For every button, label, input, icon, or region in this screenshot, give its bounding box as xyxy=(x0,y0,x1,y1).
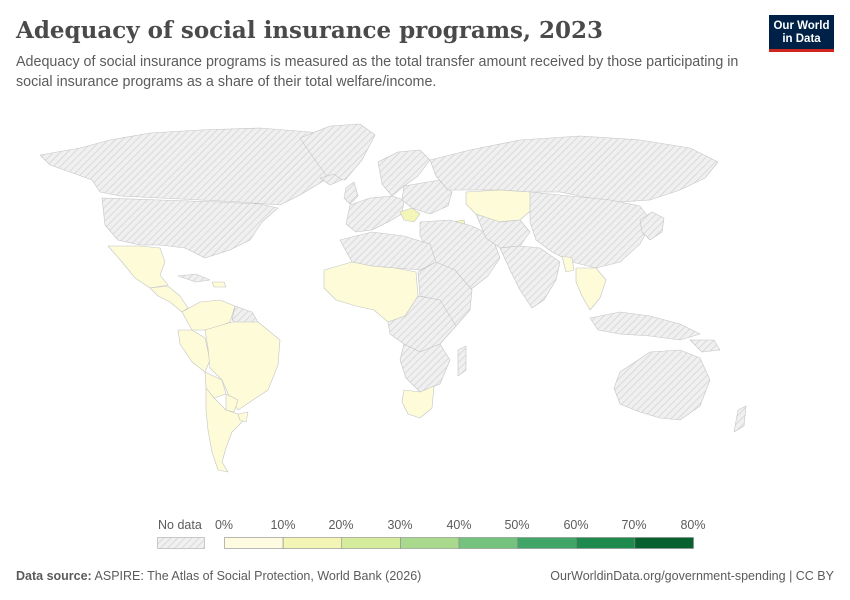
country-china-mongolia[interactable] xyxy=(529,191,653,269)
country-central-asia[interactable] xyxy=(475,213,531,249)
country-indonesia-philippines[interactable] xyxy=(589,311,701,341)
country-greenland[interactable] xyxy=(299,123,376,181)
legend-bin-30-40[interactable] xyxy=(400,537,460,549)
country-hispaniola[interactable] xyxy=(211,281,227,288)
footer: Data source: ASPIRE: The Atlas of Social… xyxy=(16,569,834,583)
country-mexico[interactable] xyxy=(107,245,169,289)
country-bolivia[interactable] xyxy=(204,371,227,399)
legend-no-data-swatch[interactable] xyxy=(157,537,205,549)
country-uruguay[interactable] xyxy=(237,411,249,423)
country-central-america[interactable] xyxy=(149,285,189,313)
country-iceland[interactable] xyxy=(319,173,343,186)
country-usa[interactable] xyxy=(101,197,279,259)
chart-title: Adequacy of social insurance programs, 2… xyxy=(16,17,604,44)
country-western-europe[interactable] xyxy=(345,195,405,233)
country-papua-new-guinea[interactable] xyxy=(689,339,721,353)
legend-tick-40: 40% xyxy=(446,518,472,532)
logo-line-1: Our World xyxy=(773,20,830,32)
country-south-asia[interactable] xyxy=(499,245,561,309)
country-kazakhstan[interactable] xyxy=(465,189,537,223)
country-scandinavia[interactable] xyxy=(377,149,431,197)
owid-logo[interactable]: Our World in Data xyxy=(769,15,834,52)
country-japan-korea[interactable] xyxy=(639,211,665,241)
legend-tick-30: 30% xyxy=(387,518,413,532)
country-ecuador-peru[interactable] xyxy=(177,329,211,373)
country-balkans[interactable] xyxy=(399,207,421,223)
source-text[interactable]: ASPIRE: The Atlas of Social Protection, … xyxy=(94,569,422,583)
logo-line-2: in Data xyxy=(782,33,821,45)
country-madagascar[interactable] xyxy=(457,345,467,377)
legend-tick-60: 60% xyxy=(563,518,589,532)
legend-bin-50-60[interactable] xyxy=(517,537,577,549)
legend-tick-70: 70% xyxy=(621,518,647,532)
legend-tick-80: 80% xyxy=(680,518,706,532)
country-new-zealand[interactable] xyxy=(733,405,747,433)
country-paraguay[interactable] xyxy=(225,393,239,413)
map-legend: No data 0% 10% 20% 30% 40% 50% 60% 70% 8… xyxy=(0,512,850,552)
legend-bin-70-80[interactable] xyxy=(634,537,694,549)
country-russia[interactable] xyxy=(429,135,719,203)
legend-bin-0-10[interactable] xyxy=(224,537,284,549)
legend-no-data-label: No data xyxy=(158,518,202,532)
country-south-africa[interactable] xyxy=(401,385,435,419)
legend-bin-20-30[interactable] xyxy=(341,537,401,549)
country-chile-argentina[interactable] xyxy=(205,387,245,473)
legend-bin-60-70[interactable] xyxy=(575,537,636,549)
legend-tick-0: 0% xyxy=(214,518,234,532)
footer-url[interactable]: OurWorldinData.org/government-spending |… xyxy=(550,569,834,583)
legend-tick-10: 10% xyxy=(270,518,296,532)
country-southern-africa[interactable] xyxy=(399,343,451,393)
world-map xyxy=(39,123,747,473)
legend-bin-10-20[interactable] xyxy=(282,537,343,549)
country-colombia-venezuela[interactable] xyxy=(181,299,236,331)
country-cuba[interactable] xyxy=(177,273,211,283)
legend-tick-50: 50% xyxy=(504,518,530,532)
country-canada-alaska[interactable] xyxy=(39,127,361,206)
country-uk[interactable] xyxy=(343,181,359,205)
country-brazil[interactable] xyxy=(204,321,281,411)
source-label: Data source: xyxy=(16,569,92,583)
country-myanmar-region[interactable] xyxy=(561,255,575,273)
chart-subtitle: Adequacy of social insurance programs is… xyxy=(16,54,739,90)
legend-bin-40-50[interactable] xyxy=(458,537,518,549)
legend-color-bar xyxy=(224,537,694,549)
country-sahel-west-africa[interactable] xyxy=(323,261,419,323)
country-australia[interactable] xyxy=(613,349,711,421)
country-southeast-asia[interactable] xyxy=(575,267,607,311)
legend-tick-20: 20% xyxy=(328,518,354,532)
country-east-africa[interactable] xyxy=(417,261,473,327)
